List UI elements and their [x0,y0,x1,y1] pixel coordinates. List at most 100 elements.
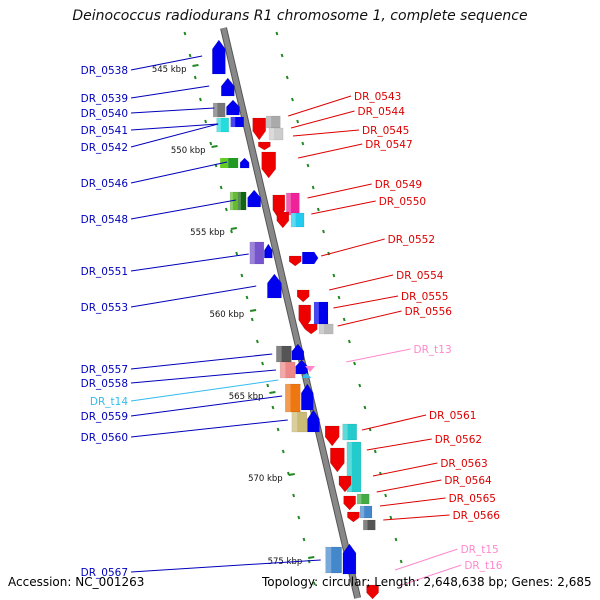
gene-arrow-DR_0550 [276,211,290,229]
scale-tick [211,145,218,148]
left-strand-guide [250,317,254,322]
left-strand-guide [302,537,306,542]
label-DR_0552: DR_0552 [388,234,435,246]
left-strand-guide [230,229,233,234]
gene-box-DR_0551-shade [249,242,255,264]
label-DR_0567: DR_0567 [81,567,128,579]
right-strand-guide [332,273,336,278]
label-DR_0558: DR_0558 [81,378,128,390]
right-strand-guide [389,515,393,520]
gene-box-DR_0561b [342,423,357,441]
gene-arrow-DR_0558b [295,359,308,375]
leader-DR_0566 [383,514,450,521]
right-strand-guide [363,405,367,410]
label-DR_0564: DR_0564 [444,475,492,487]
gene-arrow-DR_0547 [261,151,276,179]
leader-DR_t15 [394,548,458,571]
gene-box-DR_0545-shade [269,128,274,140]
accession-text: Accession: NC_001263 [8,575,145,589]
leader-DR_0564 [376,479,442,493]
left-strand-guide [193,75,197,80]
label-DR_0559: DR_0559 [81,411,128,423]
left-strand-guide [281,449,285,454]
leader-DR_t16 [398,564,462,587]
trna-DR_t14 [301,373,312,378]
label-DR_t14: DR_t14 [90,396,128,408]
gene-box-DR_0567 [325,546,342,574]
gene-arrow-DR_0564 [343,495,356,511]
leader-DR_0542 [130,123,219,148]
gene-box-DR_0540-shade [213,103,218,117]
leader-DR_t14 [130,379,279,402]
left-strand-guide [183,31,187,36]
leader-DR_0553 [130,285,257,308]
label-DR_t13: DR_t13 [414,344,452,356]
leader-DR_0538 [130,55,203,71]
leader-DR_0550 [311,200,376,215]
scale-tick [269,391,276,394]
scale-tick [308,556,315,559]
right-strand-guide [347,339,351,344]
gene-box-DR_0540 [212,102,226,118]
gene-box-DR_0549b-shade [286,193,291,215]
label-DR_0539: DR_0539 [81,93,128,105]
gene-box-DR_0559-shade [285,384,291,412]
leader-DR_0551 [130,253,249,272]
gene-arrow-DR_0557b [291,343,305,361]
gene-arrow-DR_0556b [304,323,318,335]
left-strand-guide [261,361,264,366]
leader-DR_0562 [366,438,432,451]
label-DR_0566: DR_0566 [453,510,501,522]
gene-arrow-DR_0566 [347,511,360,523]
right-strand-guide [373,449,377,454]
gene-box-DR_0566b [363,519,376,531]
label-DR_0538: DR_0538 [81,65,128,77]
label-DR_0542: DR_0542 [81,142,128,154]
label-DR_0545: DR_0545 [362,125,409,137]
leader-DR_0552 [321,238,385,257]
gene-arrow-DR_0560b [307,409,320,433]
leader-DR_0559 [130,395,283,417]
gene-arrow-DR_0545b [258,141,271,151]
leader-DR_0565 [379,497,446,507]
gene-arrow-DR_0562 [330,447,345,473]
left-strand-guide [240,273,244,278]
leader-DR_0556 [337,310,402,327]
gene-box-DR_0550b-shade [291,213,296,227]
right-strand-guide [358,383,362,388]
right-strand-guide [399,559,403,564]
gene-arrow-DR_0551b [264,243,273,259]
label-DR_0555: DR_0555 [401,291,448,303]
gene-arrow-DR_0567b [342,543,357,575]
gene-box-DR_0560-shade [291,412,298,432]
gene-box-DR_0565b [359,505,373,519]
label-DR_0541: DR_0541 [81,125,128,137]
leader-DR_0544 [290,110,355,129]
left-strand-guide [199,97,202,102]
gene-box-DR_0567-shade [325,547,332,573]
left-strand-guide [224,207,228,212]
gene-box-DR_0566b-shade [363,520,368,530]
leader-DR_0549 [307,183,372,199]
gene-box-DR_0544-shade [266,116,272,128]
gene-box-DR_0562b-shade [346,442,352,492]
label-DR_0544: DR_0544 [358,106,406,118]
left-strand-guide [312,581,316,586]
left-strand-guide [235,251,239,256]
leader-DR_0543 [288,95,352,117]
gene-arrow-DR_0539 [221,77,235,97]
leader-DR_0557 [130,353,273,370]
gene-box-DR_0558-shade [280,362,286,378]
gene-arrow-DR_0538 [212,39,226,75]
gene-box-DR_0545 [268,127,284,141]
leader-DR_t13 [346,348,411,363]
label-DR_t16: DR_t16 [464,560,502,572]
right-strand-guide [280,53,284,58]
label-DR_0557: DR_0557 [81,364,128,376]
leader-DR_0561 [362,414,427,431]
label-DR_0554: DR_0554 [396,270,444,282]
gene-box-DR_0565 [356,493,370,505]
gene-arrow-DR_t16 [366,584,379,600]
leader-DR_0555 [333,295,399,309]
gene-box-DR_0556-shade [319,324,325,334]
